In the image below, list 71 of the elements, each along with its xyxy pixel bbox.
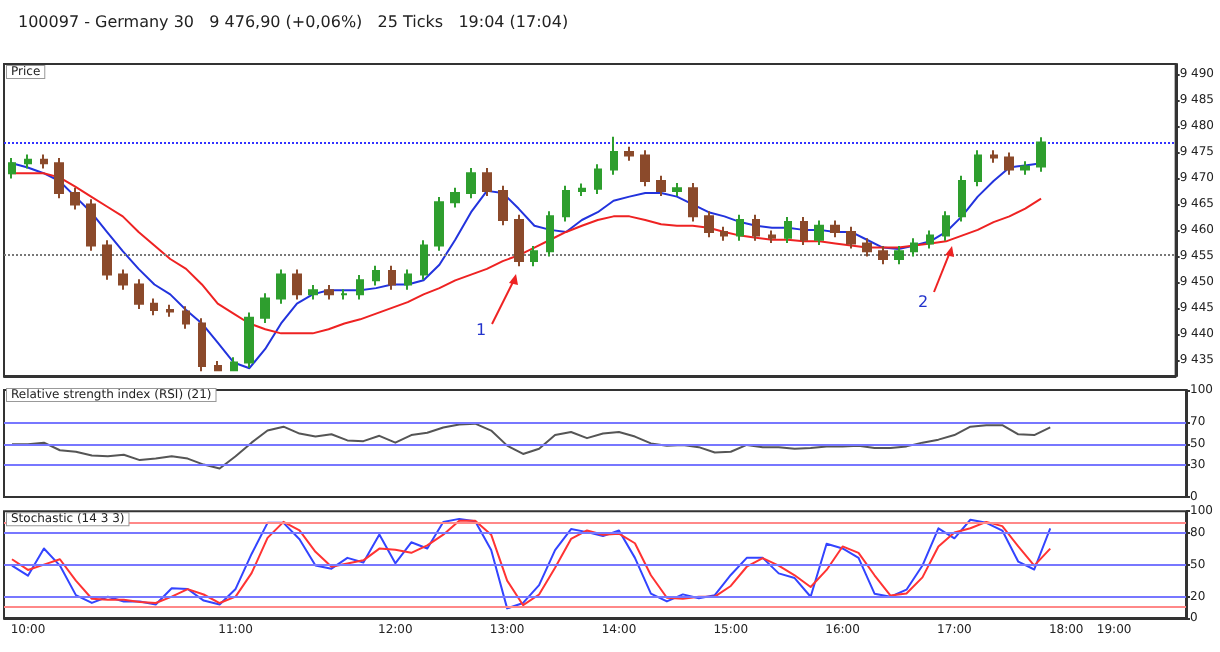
candlestick: [54, 157, 64, 200]
candlestick: [118, 268, 128, 291]
candlestick: [990, 149, 998, 164]
candlestick: [974, 149, 982, 188]
candlestick: [214, 359, 222, 372]
annotation: 1: [476, 321, 487, 339]
line-series: [10, 422, 1052, 470]
candlestick: [372, 264, 380, 287]
chart-title: 100097 - Germany 30 9 476,90 (+0,06%) 25 Ticks 19:04 (17:04): [18, 13, 569, 31]
candlestick: [800, 215, 808, 246]
candlestick: [182, 305, 190, 330]
candlestick: [1020, 160, 1030, 176]
candlestick: [688, 182, 698, 223]
candlestick: [768, 229, 776, 244]
candlestick: [260, 292, 270, 324]
candlestick: [736, 213, 744, 242]
candlestick: [134, 278, 144, 310]
line-series: [10, 172, 1043, 335]
candlestick: [324, 284, 334, 301]
candlestick: [70, 186, 80, 211]
candlestick: [830, 219, 840, 239]
candlestick: [846, 225, 856, 250]
candlestick: [546, 210, 554, 258]
candlestick: [498, 184, 508, 227]
candlestick: [562, 184, 570, 223]
candlestick: [150, 297, 158, 317]
candlestick: [704, 210, 714, 239]
candlestick: [86, 198, 96, 252]
candlestick: [466, 167, 476, 200]
candlestick: [1036, 136, 1046, 173]
candlestick: [514, 213, 524, 268]
candlestick: [720, 225, 728, 242]
candlestick: [230, 356, 238, 372]
candlestick: [482, 167, 492, 198]
candlestick: [1004, 151, 1014, 176]
candlestick: [814, 219, 824, 246]
candlestick: [450, 186, 460, 209]
candlestick: [340, 288, 348, 301]
candlestick: [926, 229, 934, 250]
candlestick: [356, 274, 364, 301]
candlestick: [578, 182, 586, 198]
candlestick: [958, 174, 966, 223]
candlestick: [894, 245, 904, 266]
candlestick: [404, 268, 412, 291]
candlestick: [910, 237, 918, 258]
candlestick: [784, 215, 792, 244]
candlestick: [862, 237, 872, 258]
candlestick: [752, 213, 760, 242]
annotation: 2: [918, 293, 929, 311]
candlestick: [942, 210, 950, 242]
candlestick: [656, 174, 666, 198]
candlestick: [292, 268, 302, 301]
candlestick: [8, 157, 16, 180]
candlestick: [878, 245, 888, 266]
candlestick: [24, 153, 32, 170]
candlestick: [198, 317, 206, 373]
candlestick: [388, 264, 396, 291]
candlestick: [40, 153, 48, 170]
candlestick: [672, 182, 682, 198]
candlestick: [610, 135, 618, 176]
candlestick: [624, 145, 634, 162]
candlestick: [434, 196, 444, 252]
candlestick: [530, 245, 538, 268]
candlestick: [594, 163, 602, 195]
candlestick: [276, 268, 286, 305]
candlestick: [420, 239, 428, 281]
candlestick: [640, 149, 650, 188]
candlestick: [308, 284, 318, 301]
candlestick: [102, 239, 112, 281]
candlestick: [244, 311, 254, 369]
candlestick: [166, 303, 174, 318]
